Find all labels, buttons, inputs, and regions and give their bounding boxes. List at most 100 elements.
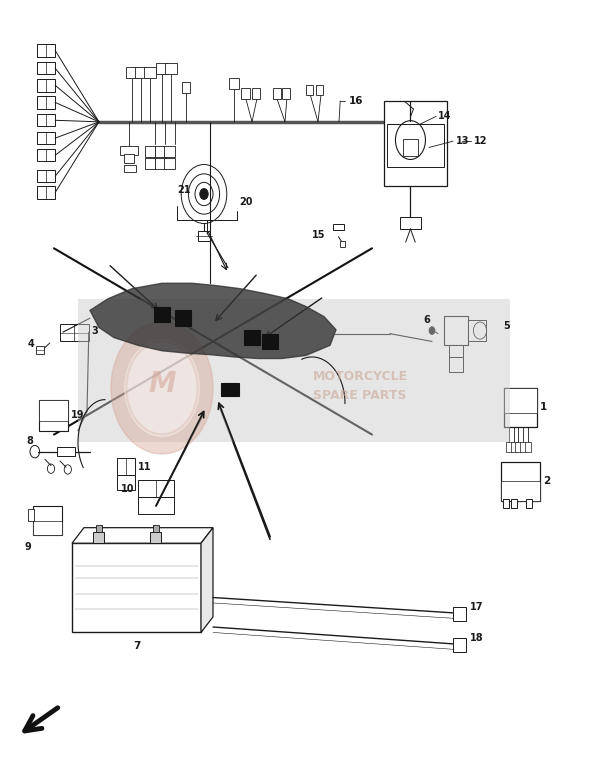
Bar (33, 506, 62, 535)
Bar (37, 114, 55, 126)
Bar (198, 231, 210, 241)
Bar (501, 462, 540, 501)
Bar (387, 124, 444, 167)
Bar (333, 224, 344, 230)
Text: 21: 21 (177, 185, 191, 195)
Text: 16: 16 (349, 96, 364, 106)
Bar (526, 499, 532, 508)
Text: 12: 12 (474, 137, 487, 146)
Bar (244, 330, 260, 345)
Bar (468, 320, 486, 341)
Bar (155, 146, 166, 157)
Bar (453, 638, 466, 652)
Bar (520, 442, 526, 452)
Text: 6: 6 (424, 315, 430, 324)
Bar (403, 138, 418, 155)
Bar (273, 88, 281, 99)
Text: 1: 1 (540, 403, 547, 412)
Text: 7: 7 (133, 642, 140, 651)
Bar (282, 88, 290, 99)
Bar (144, 67, 156, 78)
Bar (145, 158, 155, 169)
Bar (153, 525, 159, 532)
Bar (37, 132, 55, 144)
Bar (262, 334, 278, 349)
Bar (384, 101, 447, 186)
Text: 20: 20 (239, 197, 253, 206)
Bar (182, 82, 190, 93)
Bar (175, 310, 191, 326)
Text: 13: 13 (456, 137, 470, 146)
Bar (229, 78, 239, 89)
Text: 19: 19 (71, 411, 84, 420)
Text: 8: 8 (26, 436, 33, 445)
Bar (78, 299, 510, 442)
Bar (124, 154, 134, 163)
Bar (28, 509, 34, 521)
Bar (444, 316, 468, 345)
Bar (252, 88, 260, 99)
Circle shape (111, 322, 213, 454)
Bar (449, 345, 463, 357)
Bar (33, 521, 62, 535)
Bar (241, 88, 250, 99)
Polygon shape (201, 528, 213, 632)
Bar (503, 499, 509, 508)
Bar (155, 158, 166, 169)
Bar (37, 170, 55, 182)
Text: 18: 18 (470, 633, 484, 643)
Bar (164, 146, 175, 157)
Bar (165, 63, 177, 74)
Bar (145, 146, 155, 157)
Text: 11: 11 (138, 462, 151, 472)
Bar (449, 357, 463, 372)
Bar (400, 217, 421, 229)
Text: 14: 14 (438, 112, 452, 121)
Bar (135, 67, 147, 78)
Bar (126, 67, 138, 78)
Bar (37, 62, 55, 74)
Bar (525, 442, 531, 452)
Bar (37, 79, 55, 92)
Bar (501, 481, 540, 501)
Text: 4: 4 (28, 339, 35, 348)
Bar (124, 165, 136, 172)
Text: 3: 3 (91, 327, 98, 336)
Bar (60, 324, 89, 341)
Bar (57, 447, 75, 456)
Bar (37, 44, 55, 57)
Text: 5: 5 (503, 321, 509, 331)
Bar (37, 96, 55, 109)
Text: 15: 15 (313, 230, 326, 240)
Bar (39, 400, 68, 431)
Text: 2: 2 (543, 476, 550, 486)
Text: SPARE PARTS: SPARE PARTS (313, 390, 407, 402)
Bar (96, 525, 102, 532)
Bar (221, 383, 239, 396)
Bar (511, 499, 517, 508)
Bar (316, 85, 323, 95)
Bar (453, 607, 466, 621)
Bar (504, 388, 537, 427)
Bar (164, 158, 175, 169)
Bar (37, 149, 55, 161)
Bar (72, 543, 201, 632)
Text: 9: 9 (25, 542, 31, 552)
Bar (138, 497, 174, 514)
Bar (150, 532, 161, 543)
Bar (504, 388, 537, 413)
Bar (93, 532, 104, 543)
Text: M: M (148, 370, 176, 398)
Circle shape (429, 327, 435, 334)
Text: 10: 10 (121, 484, 134, 494)
Bar (340, 241, 345, 247)
Circle shape (200, 189, 208, 199)
Bar (306, 85, 313, 95)
Bar (117, 475, 135, 490)
Bar (39, 400, 68, 421)
Circle shape (125, 340, 199, 436)
Polygon shape (72, 528, 213, 543)
Bar (156, 63, 168, 74)
Bar (138, 480, 174, 497)
Bar (515, 442, 521, 452)
